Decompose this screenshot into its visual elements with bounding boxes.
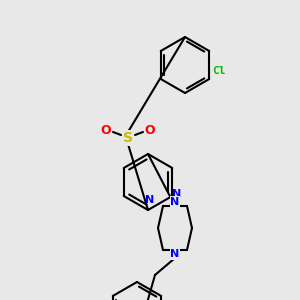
Text: N: N (170, 197, 180, 207)
Text: N: N (172, 189, 181, 199)
Text: S: S (123, 131, 133, 145)
Text: N: N (146, 195, 154, 205)
Text: O: O (145, 124, 155, 136)
Text: N: N (170, 249, 180, 259)
Text: Cl: Cl (212, 66, 226, 76)
Text: O: O (101, 124, 111, 136)
